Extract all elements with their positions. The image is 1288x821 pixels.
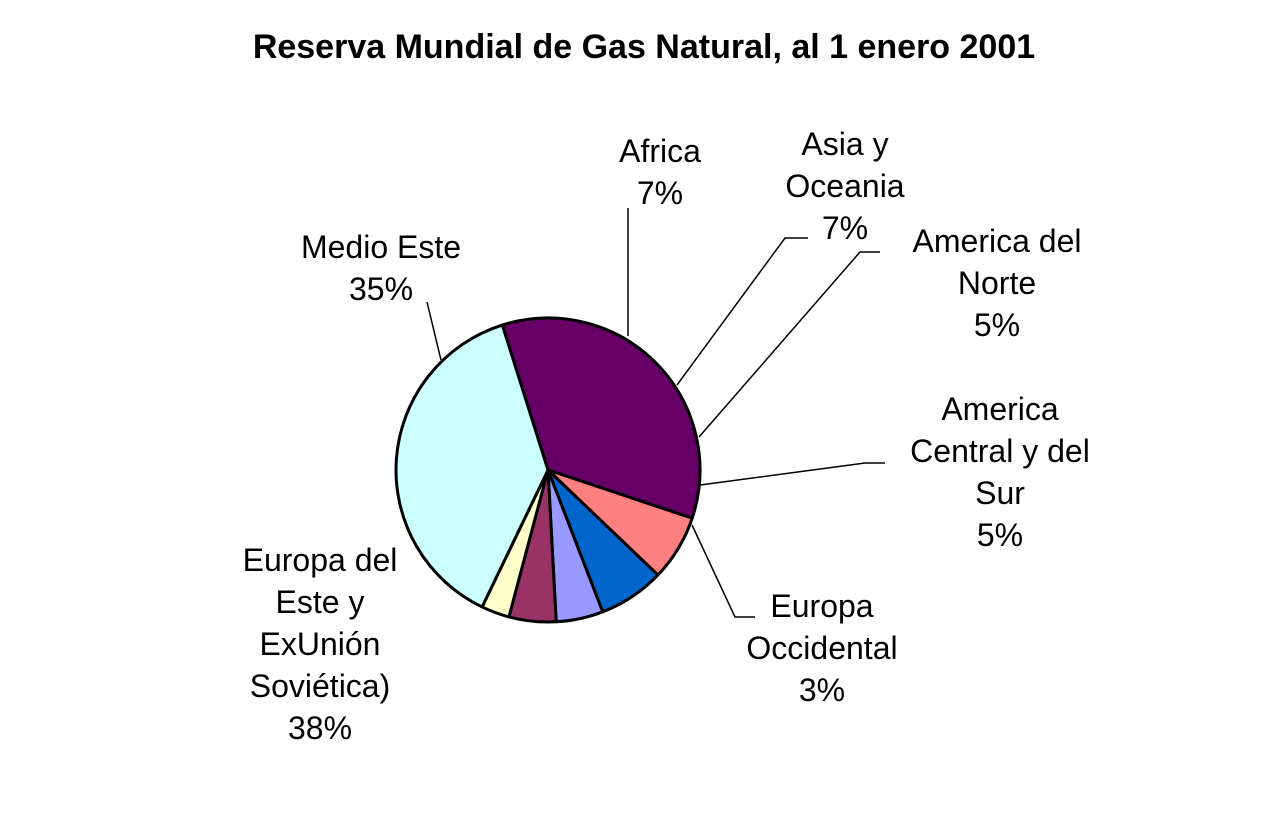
pie-slice-7 bbox=[394, 323, 550, 609]
slice-percent: 35% bbox=[349, 271, 413, 307]
slice-label-line: Sur bbox=[975, 475, 1025, 511]
leader-line-4 bbox=[698, 251, 880, 438]
slice-label-7: Europa del Este y ExUnión Soviética) 38% bbox=[243, 542, 398, 746]
slice-label-line: Este y bbox=[276, 584, 365, 620]
slice-label-line: America bbox=[941, 391, 1059, 427]
slice-label-line: Europa del bbox=[243, 542, 398, 578]
slice-percent: 7% bbox=[637, 175, 683, 211]
slice-label-5: America Central y del Sur 5% bbox=[910, 391, 1090, 553]
slice-label-6: Europa Occidental 3% bbox=[746, 588, 897, 708]
slice-label-line: Medio Este bbox=[301, 229, 461, 265]
slice-label-line: ExUnión bbox=[260, 626, 381, 662]
slice-percent: 7% bbox=[822, 210, 868, 246]
slice-label-4: America del Norte 5% bbox=[913, 223, 1082, 343]
slice-label-line: Asia y bbox=[801, 126, 888, 162]
slice-label-line: Central y del bbox=[910, 433, 1090, 469]
leader-line-3 bbox=[676, 237, 808, 386]
slice-label-line: Europa bbox=[770, 588, 873, 624]
leader-line-1 bbox=[426, 301, 442, 361]
leader-line-6 bbox=[691, 524, 755, 618]
leader-line-5 bbox=[699, 462, 885, 486]
pie-slice-1 bbox=[500, 316, 702, 520]
slice-label-1: Medio Este 35% bbox=[301, 229, 461, 307]
slice-label-2: Africa 7% bbox=[619, 133, 701, 211]
chart-title: Reserva Mundial de Gas Natural, al 1 ene… bbox=[252, 28, 1036, 66]
slice-label-3: Asia y Oceania 7% bbox=[785, 126, 904, 246]
slice-label-line: Occidental bbox=[746, 630, 897, 666]
slice-percent: 38% bbox=[288, 710, 352, 746]
slice-label-line: Africa bbox=[619, 133, 701, 169]
slice-percent: 3% bbox=[799, 672, 845, 708]
slice-percent: 5% bbox=[977, 517, 1023, 553]
slice-percent: 5% bbox=[974, 307, 1020, 343]
slice-label-line: Oceania bbox=[785, 168, 904, 204]
slice-label-line: America del bbox=[913, 223, 1082, 259]
slice-label-line: Soviética) bbox=[250, 668, 391, 704]
slice-label-line: Norte bbox=[958, 265, 1036, 301]
